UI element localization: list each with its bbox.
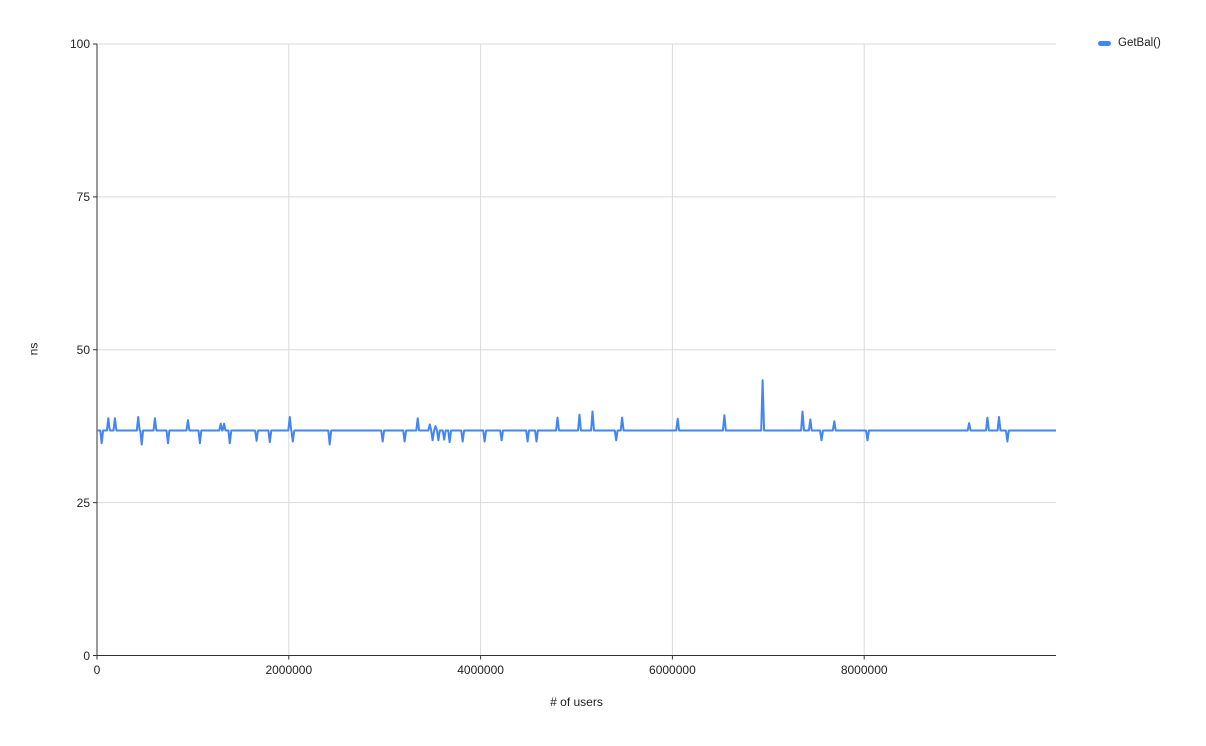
y-tick-label: 25 — [76, 495, 90, 510]
y-tick-label: 100 — [69, 37, 90, 51]
legend-series-dash-icon — [1098, 40, 1111, 46]
series-line-getbal — [97, 379, 1056, 446]
legend-series-label: GetBal() — [1118, 37, 1161, 49]
y-tick-label: 50 — [76, 342, 90, 357]
y-axis-title: ns — [26, 342, 41, 356]
x-tick-label: 4000000 — [457, 663, 504, 677]
y-tick-label: 0 — [83, 648, 90, 663]
x-tick-label: 2000000 — [265, 663, 313, 677]
x-tick-label: 0 — [93, 663, 101, 677]
y-tick-label: 75 — [76, 189, 90, 204]
legend: GetBal() — [1098, 36, 1161, 50]
x-tick-label: 8000000 — [840, 663, 888, 677]
x-tick-label: 6000000 — [649, 663, 696, 677]
x-axis-title: # of users — [550, 695, 603, 709]
